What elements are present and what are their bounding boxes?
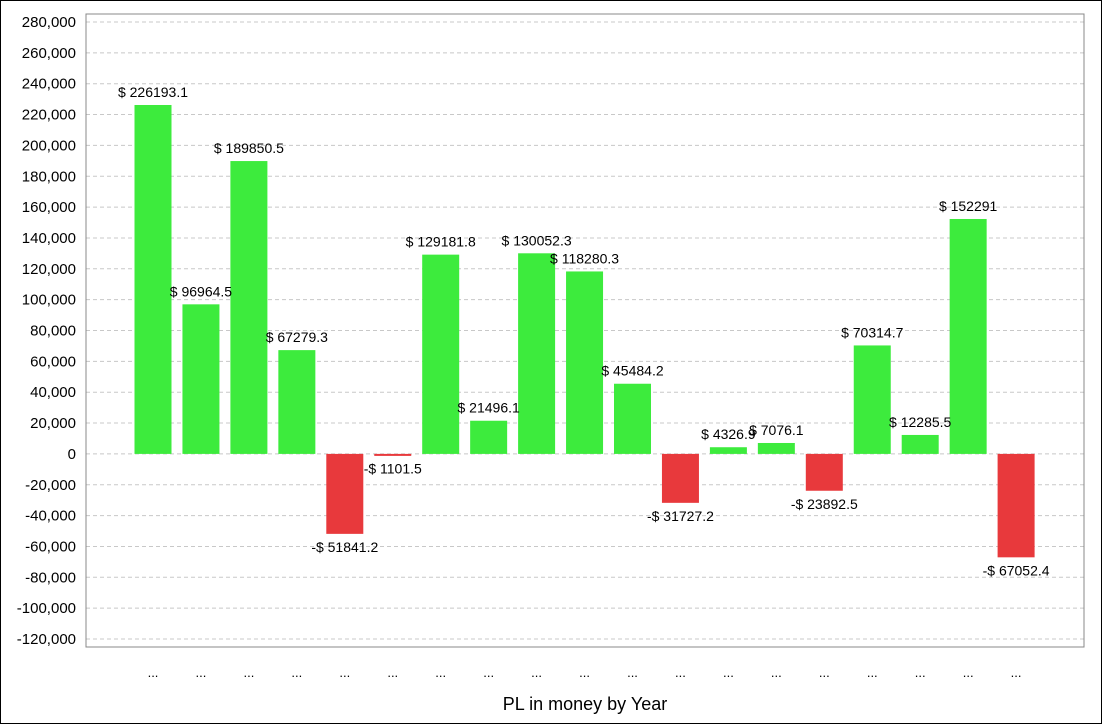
bar	[614, 383, 651, 454]
bar	[422, 254, 460, 454]
bar	[997, 453, 1035, 558]
x-tick-label: ...	[963, 665, 974, 680]
y-tick-label: -80,000	[25, 569, 76, 586]
y-tick-label: 100,000	[22, 292, 76, 309]
bar-value-label: -$ 31727.2	[647, 508, 714, 524]
bar-value-label: $ 7076.1	[749, 422, 804, 438]
x-tick-label: ...	[771, 665, 782, 680]
bar-value-label: $ 189850.5	[214, 140, 284, 156]
bar	[518, 253, 556, 454]
x-tick-label: ...	[675, 665, 686, 680]
y-tick-label: 80,000	[30, 323, 76, 340]
bar	[326, 453, 364, 534]
bar	[757, 442, 795, 454]
y-tick-label: 240,000	[22, 76, 76, 93]
bar-value-label: $ 4326.9	[701, 426, 756, 442]
y-tick-label: -40,000	[25, 508, 76, 525]
y-tick-label: -100,000	[17, 600, 76, 617]
x-tick-label: ...	[531, 665, 542, 680]
axes	[85, 13, 1085, 648]
bar	[374, 453, 412, 456]
x-tick-label: ...	[435, 665, 446, 680]
bar	[709, 447, 747, 454]
x-tick-label: ...	[339, 665, 350, 680]
y-axis-tick-labels: 280,000 260,000 240,000 220,000 200,000 180,0…	[17, 14, 76, 648]
x-tick-label: ...	[291, 665, 302, 680]
bar-value-label: $ 21496.1	[458, 400, 520, 416]
bars	[134, 104, 1035, 558]
y-tick-label: 60,000	[30, 353, 76, 370]
y-tick-label: 120,000	[22, 261, 76, 278]
bar-value-label: $ 70314.7	[841, 324, 903, 340]
bar-value-label: $ 12285.5	[889, 414, 951, 430]
bar	[134, 104, 172, 454]
bar-value-label: $ 130052.3	[502, 232, 572, 248]
x-axis-tick-labels: ........................................…	[148, 665, 1022, 680]
y-tick-label: 180,000	[22, 168, 76, 185]
y-tick-label: 0	[68, 446, 76, 463]
y-tick-label: -20,000	[25, 477, 76, 494]
bar	[278, 350, 316, 454]
x-tick-label: ...	[196, 665, 207, 680]
y-tick-label: 140,000	[22, 230, 76, 247]
bar	[949, 218, 987, 454]
x-tick-label: ...	[148, 665, 159, 680]
bar-value-label: $ 152291	[939, 198, 998, 214]
bar-value-label: -$ 23892.5	[791, 496, 858, 512]
x-axis-title: PL in money by Year	[503, 694, 667, 714]
x-tick-label: ...	[243, 665, 254, 680]
y-tick-label: 160,000	[22, 199, 76, 216]
bar	[230, 161, 268, 454]
x-tick-label: ...	[579, 665, 590, 680]
bar-value-label: $ 226193.1	[118, 84, 188, 100]
y-tick-label: -120,000	[17, 631, 76, 648]
bar-value-label: -$ 1101.5	[364, 461, 422, 477]
bar	[566, 271, 604, 454]
bar	[470, 420, 508, 454]
bar-value-label: $ 118280.3	[550, 250, 619, 266]
plot-area-border	[85, 13, 1085, 648]
bar	[661, 453, 699, 503]
y-tick-label: 280,000	[22, 14, 76, 31]
y-tick-label: 260,000	[22, 45, 76, 62]
data-labels: $ 226193.1 $ 96964.5 $ 189850.5 $ 67279.3 -$…	[118, 84, 1050, 578]
x-tick-label: ...	[723, 665, 734, 680]
bar-value-label: $ 96964.5	[170, 283, 232, 299]
y-tick-label: 200,000	[22, 137, 76, 154]
bar-value-label: $ 129181.8	[406, 234, 476, 250]
bar	[805, 453, 843, 491]
x-tick-label: ...	[915, 665, 926, 680]
bar-value-label: -$ 67052.4	[983, 562, 1050, 578]
x-tick-label: ...	[483, 665, 494, 680]
y-tick-label: 220,000	[22, 107, 76, 124]
x-tick-label: ...	[1011, 665, 1022, 680]
y-tick-label: 40,000	[30, 384, 76, 401]
x-tick-label: ...	[819, 665, 830, 680]
x-tick-label: ...	[867, 665, 878, 680]
bar-value-label: -$ 51841.2	[311, 539, 378, 555]
bar	[853, 345, 891, 454]
y-tick-label: -60,000	[25, 538, 76, 555]
bar-value-label: $ 45484.2	[601, 363, 663, 379]
x-tick-label: ...	[627, 665, 638, 680]
y-tick-label: 20,000	[30, 415, 76, 432]
bar	[901, 434, 939, 454]
bar	[182, 304, 220, 454]
bar-value-label: $ 67279.3	[266, 329, 328, 345]
x-tick-label: ...	[387, 665, 398, 680]
